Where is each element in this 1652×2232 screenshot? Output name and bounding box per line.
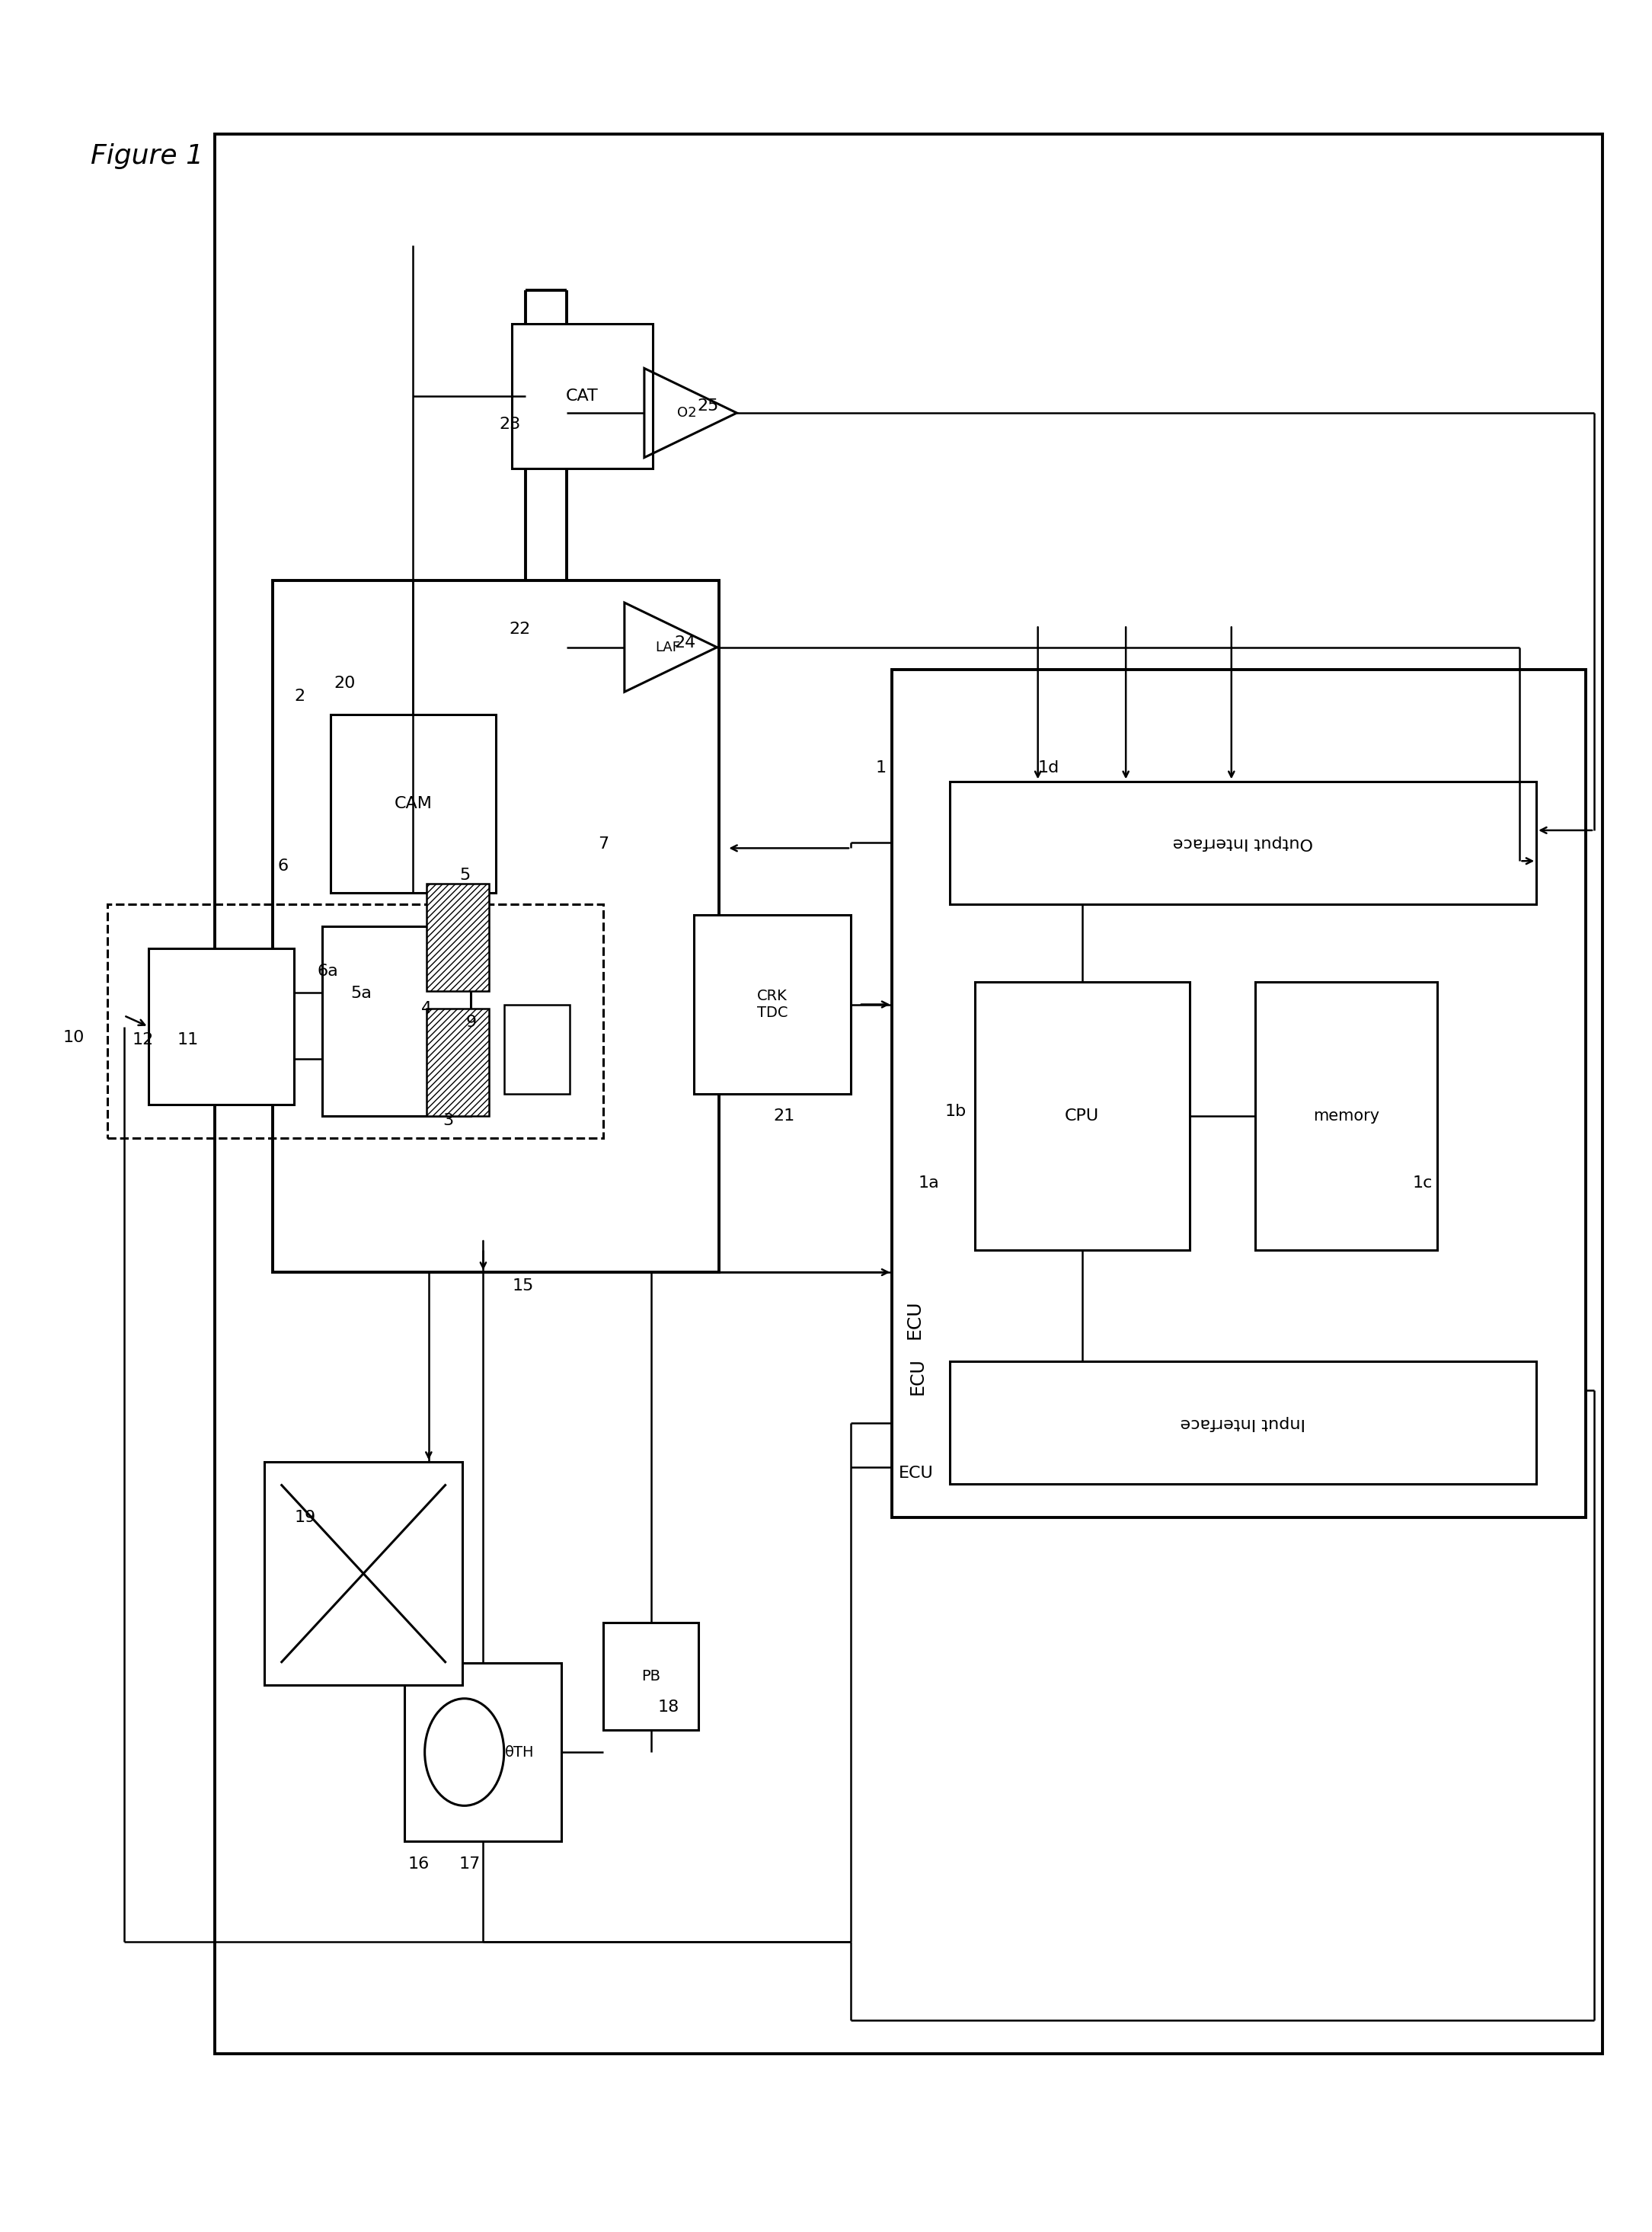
Bar <box>322 926 471 1116</box>
Bar <box>512 324 653 469</box>
Text: 20: 20 <box>334 676 355 690</box>
Text: 1d: 1d <box>1037 761 1059 775</box>
Text: 2: 2 <box>294 690 306 703</box>
Text: 19: 19 <box>294 1511 316 1524</box>
Text: 1a: 1a <box>919 1176 940 1190</box>
Text: 10: 10 <box>63 1031 84 1045</box>
Text: ECU: ECU <box>905 1299 923 1339</box>
Text: memory: memory <box>1313 1109 1379 1123</box>
Text: 4: 4 <box>421 1002 433 1016</box>
Text: O2: O2 <box>677 406 697 420</box>
Text: θTH: θTH <box>504 1745 534 1759</box>
Text: CPU: CPU <box>1066 1109 1099 1123</box>
Bar <box>892 670 1586 1518</box>
Text: LAF: LAF <box>654 641 681 654</box>
Text: 16: 16 <box>408 1857 430 1870</box>
Bar <box>273 580 719 1272</box>
Bar <box>603 1623 699 1730</box>
Text: 9: 9 <box>466 1016 477 1029</box>
Bar <box>950 781 1536 904</box>
Text: 18: 18 <box>657 1701 679 1714</box>
Text: 24: 24 <box>674 636 695 650</box>
Bar <box>1256 982 1437 1250</box>
Text: 25: 25 <box>697 400 719 413</box>
Text: 6: 6 <box>278 859 289 873</box>
Text: 5: 5 <box>459 868 471 882</box>
Text: 12: 12 <box>132 1033 154 1047</box>
Text: 17: 17 <box>459 1857 481 1870</box>
Bar <box>215 134 1602 2053</box>
Text: 1b: 1b <box>945 1105 966 1118</box>
Text: 15: 15 <box>512 1279 534 1292</box>
Text: 23: 23 <box>499 417 520 431</box>
Text: ECU: ECU <box>899 1466 933 1480</box>
Text: PB: PB <box>641 1670 661 1683</box>
Text: 22: 22 <box>509 623 530 636</box>
Bar <box>694 915 851 1094</box>
Bar <box>405 1663 562 1841</box>
Text: CAT: CAT <box>567 388 598 404</box>
Text: Figure 1: Figure 1 <box>91 143 203 170</box>
Bar <box>504 1004 570 1094</box>
Bar <box>149 949 294 1105</box>
Text: 21: 21 <box>773 1109 795 1123</box>
Text: 7: 7 <box>598 837 610 850</box>
Text: 1c: 1c <box>1412 1176 1432 1190</box>
Text: 6a: 6a <box>317 964 339 978</box>
Text: 11: 11 <box>177 1033 198 1047</box>
Bar <box>950 1362 1536 1484</box>
Bar <box>330 714 496 893</box>
Bar <box>426 884 489 991</box>
Text: 3: 3 <box>443 1114 454 1127</box>
Text: Input Interface: Input Interface <box>1181 1415 1305 1431</box>
Bar <box>107 904 603 1138</box>
Text: 1: 1 <box>876 761 887 775</box>
Bar <box>975 982 1189 1250</box>
Text: Output Interface: Output Interface <box>1173 835 1313 850</box>
Text: 5a: 5a <box>350 987 372 1000</box>
Text: ECU: ECU <box>909 1357 927 1395</box>
Text: CAM: CAM <box>395 797 431 810</box>
Bar <box>426 1009 489 1116</box>
Bar <box>264 1462 463 1685</box>
Text: CRK
TDC: CRK TDC <box>757 989 788 1020</box>
